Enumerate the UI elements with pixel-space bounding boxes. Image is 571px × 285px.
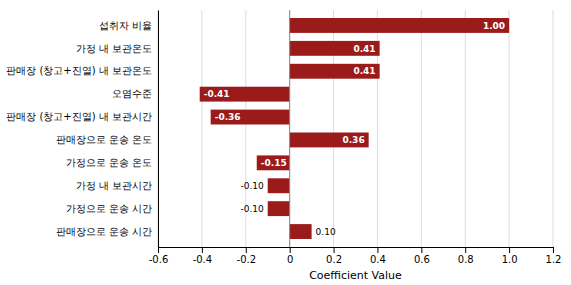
x-tick: 0.4 bbox=[370, 247, 386, 265]
y-tick-label: 판매장으로 운송 온도 bbox=[56, 134, 152, 145]
plot: -0.6 -0.4 -0.2 0 0.2 0.4 0.6 0.8 1.0 1.2 판매장으로 운송 … bbox=[6, 10, 561, 265]
x-tick: 0.8 bbox=[458, 247, 474, 265]
y-axis: 판매장으로 운송 시간 가정으로 운송 시간 가정 내 보관시간 가정으로 운송 온도… bbox=[6, 11, 158, 248]
x-tick: 0.6 bbox=[414, 247, 430, 265]
bar bbox=[290, 18, 509, 33]
grid-line bbox=[201, 10, 202, 247]
x-tick-label: 0 bbox=[287, 254, 293, 265]
data-label: -0.36 bbox=[215, 112, 241, 122]
y-tick-label: 섭취자 비율 bbox=[99, 20, 152, 31]
grid bbox=[158, 10, 553, 247]
grid-line bbox=[553, 10, 554, 247]
x-tick: 0.2 bbox=[326, 247, 342, 265]
x-tick: 1.2 bbox=[546, 247, 562, 265]
x-tick-label: 1.2 bbox=[546, 254, 562, 265]
zero-line bbox=[289, 10, 290, 247]
y-tick: 판매장으로 운송 시간 bbox=[56, 226, 158, 237]
data-labels: 0.10 -0.10 -0.10 -0.15 0.36 -0.36 -0.41 0.41 0.4… bbox=[204, 21, 505, 237]
y-tick: 가정 내 보관시간 bbox=[76, 180, 158, 191]
y-tick: 판매장 (창고+진열) 내 보관시간 bbox=[6, 111, 158, 122]
bar bbox=[290, 41, 380, 56]
x-tick: -0.6 bbox=[149, 247, 169, 265]
data-label: -0.15 bbox=[261, 158, 287, 168]
x-tick-mark bbox=[158, 247, 159, 253]
y-tick-label: 오염수준 bbox=[112, 88, 152, 99]
grid-line bbox=[158, 10, 159, 247]
bar bbox=[200, 87, 290, 102]
chart: -0.6 -0.4 -0.2 0 0.2 0.4 0.6 0.8 1.0 1.2 판매장으로 운송 … bbox=[0, 0, 571, 285]
y-tick: 오염수준 bbox=[112, 88, 158, 99]
data-label: 0.10 bbox=[316, 227, 336, 237]
y-axis-line bbox=[158, 11, 159, 248]
x-tick-label: 0.4 bbox=[370, 254, 386, 265]
bar bbox=[290, 224, 312, 239]
x-tick-label: -0.2 bbox=[237, 254, 257, 265]
data-label: -0.41 bbox=[204, 89, 230, 99]
x-tick: 1.0 bbox=[502, 247, 518, 265]
data-label: -0.10 bbox=[240, 204, 264, 214]
y-tick: 가정 내 보관온도 bbox=[76, 43, 158, 54]
x-tick-label: 1.0 bbox=[502, 254, 518, 265]
x-tick: -0.2 bbox=[237, 247, 257, 265]
bar bbox=[268, 201, 290, 216]
bars bbox=[200, 18, 509, 239]
x-tick-mark bbox=[377, 247, 378, 253]
y-tick: 판매장 (창고+진열) 내 보관온도 bbox=[6, 65, 158, 76]
x-tick-label: 0.2 bbox=[326, 254, 342, 265]
data-label: -0.10 bbox=[240, 181, 264, 191]
x-tick-mark bbox=[465, 247, 466, 253]
x-tick: -0.4 bbox=[193, 247, 213, 265]
y-tick: 가정으로 운송 온도 bbox=[66, 157, 158, 168]
bar bbox=[290, 133, 369, 148]
x-tick-mark bbox=[246, 247, 247, 253]
y-tick: 섭취자 비율 bbox=[99, 20, 158, 31]
y-tick: 가정으로 운송 시간 bbox=[66, 203, 158, 214]
x-tick-mark bbox=[290, 247, 291, 253]
y-tick-label: 가정 내 보관온도 bbox=[76, 43, 152, 54]
bar bbox=[290, 64, 380, 79]
bar bbox=[257, 155, 290, 170]
x-axis-title: Coefficient Value bbox=[309, 269, 402, 282]
grid-line bbox=[465, 10, 466, 247]
data-label: 0.41 bbox=[353, 44, 375, 54]
y-tick-label: 가정 내 보관시간 bbox=[76, 180, 152, 191]
x-axis-line bbox=[159, 247, 554, 248]
x-tick-mark bbox=[334, 247, 335, 253]
x-tick: 0 bbox=[287, 247, 293, 265]
data-label: 0.36 bbox=[342, 135, 364, 145]
x-tick-mark bbox=[421, 247, 422, 253]
y-tick: 판매장으로 운송 온도 bbox=[56, 134, 158, 145]
y-tick-label: 가정으로 운송 시간 bbox=[66, 203, 152, 214]
grid-line bbox=[421, 10, 422, 247]
data-label: 1.00 bbox=[483, 21, 505, 31]
x-tick-mark bbox=[202, 247, 203, 253]
bar bbox=[268, 178, 290, 193]
y-tick-label: 판매장 (창고+진열) 내 보관시간 bbox=[6, 111, 152, 122]
x-tick-label: -0.4 bbox=[193, 254, 213, 265]
grid-line bbox=[289, 10, 290, 247]
grid-line bbox=[509, 10, 510, 247]
x-tick-label: -0.6 bbox=[149, 254, 169, 265]
x-tick-mark bbox=[553, 247, 554, 253]
x-tick-mark bbox=[509, 247, 510, 253]
bar bbox=[211, 110, 290, 125]
y-tick-label: 판매장으로 운송 시간 bbox=[56, 226, 152, 237]
x-tick-label: 0.8 bbox=[458, 254, 474, 265]
x-axis: -0.6 -0.4 -0.2 0 0.2 0.4 0.6 0.8 1.0 1.2 bbox=[149, 247, 562, 265]
y-tick-label: 판매장 (창고+진열) 내 보관온도 bbox=[6, 65, 152, 76]
x-tick-label: 0.6 bbox=[414, 254, 430, 265]
data-label: 0.41 bbox=[353, 66, 375, 76]
y-tick-label: 가정으로 운송 온도 bbox=[66, 157, 152, 168]
